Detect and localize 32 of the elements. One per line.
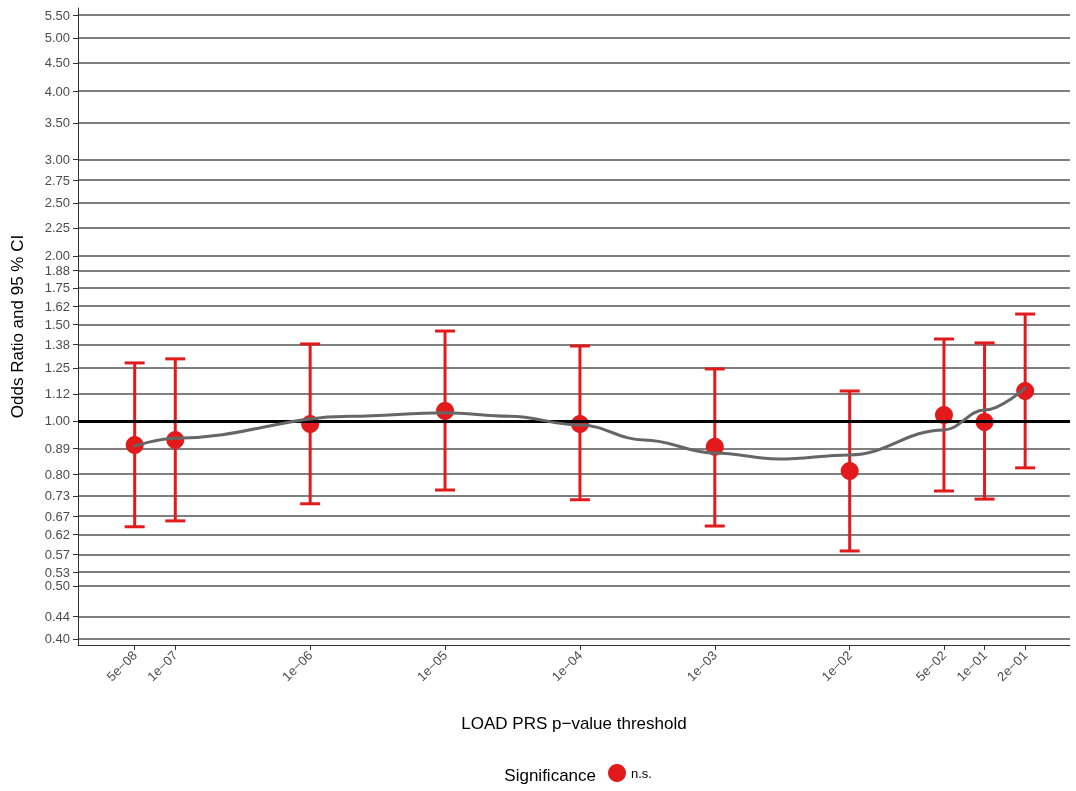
y-tick-label: 0.89: [44, 441, 70, 457]
y-tick-label: 1.00: [44, 413, 70, 429]
y-tick-label: 0.53: [44, 564, 70, 580]
y-tick-label: 3.50: [44, 115, 70, 131]
y-tick-label: 2.25: [44, 220, 70, 236]
y-tick-label: 0.62: [44, 527, 70, 543]
legend-title: Significance: [504, 766, 597, 785]
y-tick-label: 2.50: [44, 195, 70, 211]
y-tick-label: 5.00: [44, 30, 70, 46]
y-tick-label: 0.67: [44, 508, 70, 524]
y-tick-label: 1.88: [44, 263, 70, 279]
y-tick-label: 1.12: [44, 386, 70, 402]
legend-label: n.s.: [631, 765, 652, 781]
y-tick-label: 0.73: [44, 488, 70, 504]
y-tick-label: 2.75: [44, 172, 70, 188]
y-tick-label: 3.00: [44, 151, 70, 167]
y-tick-label: 0.40: [44, 631, 70, 647]
y-tick-label: 1.62: [44, 298, 70, 314]
y-tick-label: 1.25: [44, 360, 70, 376]
y-tick-label: 1.38: [44, 336, 70, 352]
y-tick-label: 2.00: [44, 248, 70, 264]
y-tick-label: 4.00: [44, 83, 70, 99]
x-axis-title: LOAD PRS p−value threshold: [461, 714, 687, 733]
y-tick-label: 0.57: [44, 547, 70, 563]
y-axis-title: Odds Ratio and 95 % CI: [8, 234, 27, 419]
y-tick-label: 0.44: [44, 608, 70, 624]
y-tick-label: 4.50: [44, 55, 70, 71]
y-tick-label: 0.80: [44, 466, 70, 482]
y-tick-label: 5.50: [44, 7, 70, 23]
y-tick-label: 0.50: [44, 578, 70, 594]
y-tick-label: 1.50: [44, 316, 70, 332]
y-tick-label: 1.75: [44, 280, 70, 296]
